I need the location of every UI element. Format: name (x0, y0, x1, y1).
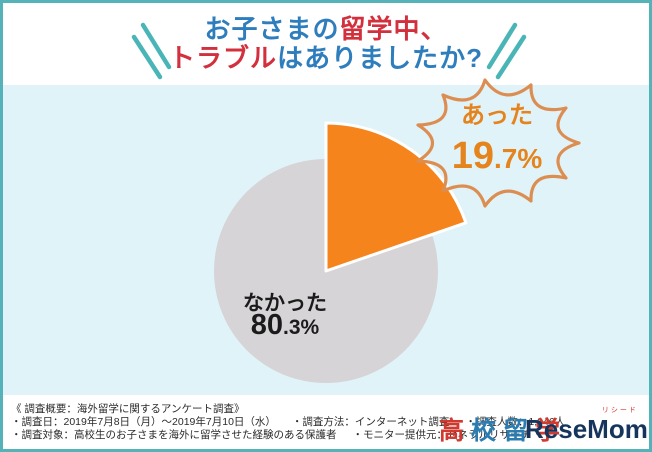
logo-char-1: 高 (439, 417, 472, 445)
nakatta-value: 80.3% (251, 309, 320, 341)
callout-value-frac: .7% (494, 143, 542, 174)
title-line2-blue: はありましたか? (277, 43, 483, 73)
resemom-wordmark: ReseMom (525, 414, 648, 444)
nakatta-value-int: 80 (251, 309, 283, 341)
emphasis-slash-right-icon (486, 22, 527, 80)
logo-char-3: 留 (503, 417, 536, 445)
logos: 高校留学 リシード ReseMom (439, 407, 648, 447)
title-line1-red: 留学中、 (339, 14, 448, 44)
footer-survey-count: ・調査人数：1,046人 (465, 416, 566, 428)
nakatta-value-frac: .3% (283, 316, 320, 339)
resemom-logo: リシード ReseMom (525, 407, 648, 443)
koukou-ryuugaku-logo: 高校留学 (439, 411, 567, 447)
logo-char-4: 学 (535, 417, 568, 445)
title-line1-blue: お子さまの (204, 14, 340, 44)
chart-title: お子さまの留学中、 トラブルはありましたか? (169, 15, 483, 73)
title-line-1: お子さまの留学中、 (169, 15, 483, 44)
resemom-katakana-label: リシード (601, 407, 638, 414)
footer-survey-method: ・調査方法：インターネット調査 (291, 416, 450, 428)
callout-value: 19.7% (452, 135, 543, 177)
title-line2-red: トラブル (169, 43, 278, 73)
footer-overview-line: 《 調査概要：海外留学に関するアンケート調査》 (11, 403, 245, 415)
pie-chart: あった 19.7% なかった 80.3% (214, 78, 581, 383)
burst-callout-outline (416, 78, 581, 208)
emphasis-slash-left-icon (131, 22, 172, 80)
title-line-2: トラブルはありましたか? (169, 44, 483, 73)
logo-char-2: 校 (471, 417, 504, 445)
footer-monitor-provider: ・モニター提供元：ゼネラルリサーチ (352, 429, 532, 441)
callout-label: あった (461, 102, 533, 129)
footer-survey-date: ・調査日：2019年7月8日（月）～2019年7月10日（水） (11, 416, 276, 428)
footer-survey-target: ・調査対象：高校生のお子さまを海外に留学させた経験のある保護者 (11, 429, 337, 441)
footer-detail-line-2: ・調査対象：高校生のお子さまを海外に留学させた経験のある保護者 ・モニター提供元：… (11, 429, 649, 442)
nakatta-label: なかった (243, 292, 327, 315)
title-band: お子さまの留学中、 トラブルはありましたか? (3, 3, 649, 85)
callout-value-int: 19 (452, 135, 494, 177)
pie-slice-atta (324, 121, 468, 273)
footer-detail-line-1: ・調査日：2019年7月8日（月）～2019年7月10日（水） ・調査方法：インタ… (11, 416, 649, 429)
survey-footer: 《 調査概要：海外留学に関するアンケート調査》 ・調査日：2019年7月8日（月… (3, 395, 649, 449)
